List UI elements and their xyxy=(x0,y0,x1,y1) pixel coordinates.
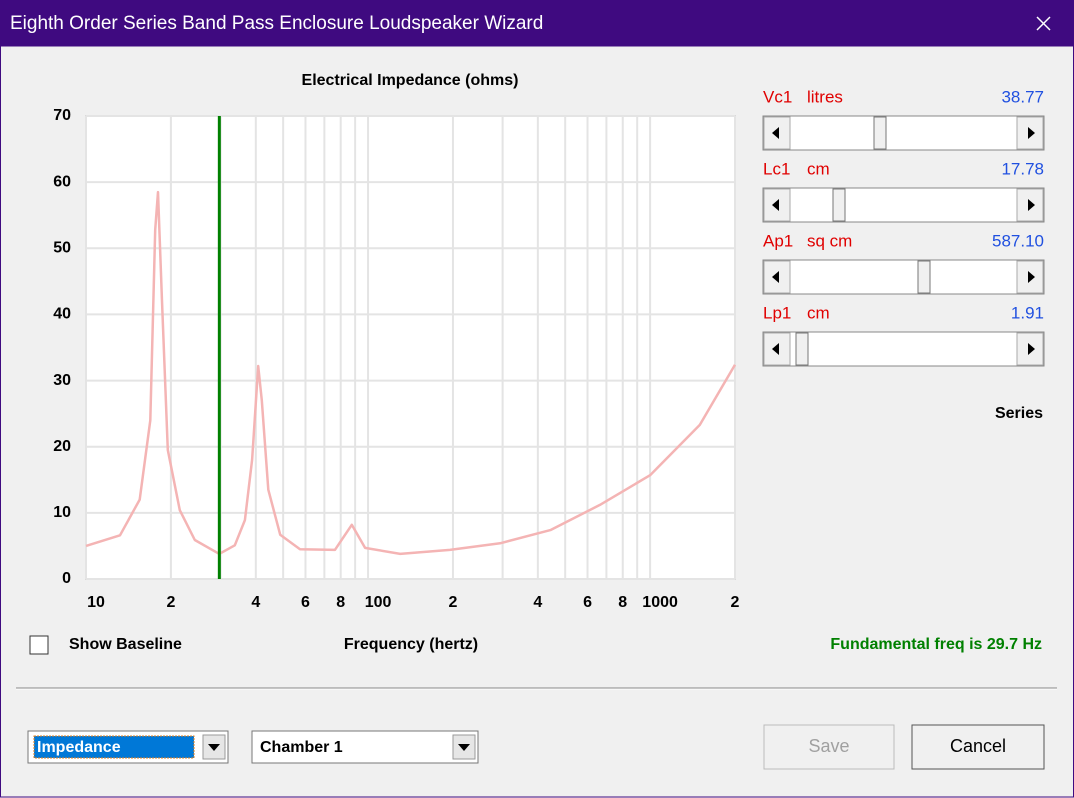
chart-title: Electrical Impedance (ohms) xyxy=(302,72,519,89)
x-axis-label: Frequency (hertz) xyxy=(344,636,478,653)
left-arrow-icon xyxy=(772,199,779,211)
slider-name: Ap1 xyxy=(763,231,793,250)
slider-thumb[interactable] xyxy=(795,332,809,366)
title-bar xyxy=(0,0,1074,46)
slider-track xyxy=(762,331,1045,367)
slider-value: 38.77 xyxy=(1001,87,1044,106)
slider-name: Vc1 xyxy=(763,87,792,106)
chamber-dropdown-value: Chamber 1 xyxy=(260,739,343,756)
slider-track xyxy=(762,259,1045,295)
x-tick-label: 100 xyxy=(365,594,392,611)
x-tick-label: 2 xyxy=(731,594,740,611)
slider-thumb[interactable] xyxy=(917,260,931,294)
y-tick-label: 10 xyxy=(53,504,71,521)
x-tick-label: 2 xyxy=(166,594,175,611)
slider-track xyxy=(762,115,1045,151)
slider-track xyxy=(762,187,1045,223)
slider-thumb[interactable] xyxy=(832,188,846,222)
y-tick-label: 50 xyxy=(53,240,71,257)
close-button[interactable] xyxy=(1036,16,1051,31)
fundamental-text: Fundamental freq is 29.7 Hz xyxy=(830,636,1042,653)
x-tick-label: 8 xyxy=(336,594,345,611)
sliders: Vc1 litres 38.77 Lc1 cm 17.78 Ap1 sq cm 587.10 Lp… xyxy=(762,87,1045,367)
left-arrow-icon xyxy=(772,271,779,283)
show-baseline-checkbox[interactable] xyxy=(29,635,49,655)
marks xyxy=(85,116,737,579)
slider-right-arrow[interactable] xyxy=(1016,332,1044,366)
cancel-button[interactable]: Cancel xyxy=(911,724,1045,770)
x-tick-label: 4 xyxy=(533,594,542,611)
mode-label: Series xyxy=(995,405,1043,422)
slider-left-arrow[interactable] xyxy=(763,188,791,222)
slider[interactable] xyxy=(762,115,1045,151)
slider-name: Lc1 xyxy=(763,159,790,178)
left-arrow-icon xyxy=(772,127,779,139)
x-tick-label: 10 xyxy=(87,594,105,611)
view-dropdown-value: Impedance xyxy=(37,739,121,756)
right-arrow-icon xyxy=(1028,199,1035,211)
right-arrow-icon xyxy=(1028,343,1035,355)
save-button-label: Save xyxy=(808,736,849,756)
y-tick-label: 20 xyxy=(53,438,71,455)
slider-name: Lp1 xyxy=(763,303,791,322)
slider[interactable] xyxy=(762,259,1045,295)
slider-unit: cm xyxy=(807,159,830,178)
x-tick-label: 1000 xyxy=(642,594,678,611)
x-tick-label: 6 xyxy=(583,594,592,611)
window-title: Eighth Order Series Band Pass Enclosure … xyxy=(10,13,543,34)
slider-unit: litres xyxy=(807,87,843,106)
show-baseline-label[interactable]: Show Baseline xyxy=(69,636,182,653)
x-tick-label: 4 xyxy=(251,594,260,611)
y-tick-label: 40 xyxy=(53,306,71,323)
chamber-dropdown[interactable]: Chamber 1 xyxy=(251,730,479,764)
right-arrow-icon xyxy=(1028,271,1035,283)
slider-thumb[interactable] xyxy=(873,116,887,150)
view-dropdown[interactable]: Impedance xyxy=(27,730,229,764)
slider-value: 587.10 xyxy=(992,231,1044,250)
y-tick-label: 30 xyxy=(53,372,71,389)
impedance-line xyxy=(85,190,737,556)
y-tick-label: 70 xyxy=(53,107,71,124)
cancel-button-label: Cancel xyxy=(950,736,1006,756)
left-arrow-icon xyxy=(772,343,779,355)
slider-value: 17.78 xyxy=(1001,159,1044,178)
slider-value: 1.91 xyxy=(1011,303,1044,322)
right-arrow-icon xyxy=(1028,127,1035,139)
y-tick-label: 60 xyxy=(53,173,71,190)
x-tick-label: 6 xyxy=(301,594,310,611)
slider[interactable] xyxy=(762,187,1045,223)
slider[interactable] xyxy=(762,331,1045,367)
slider-unit: cm xyxy=(807,303,830,322)
grid xyxy=(85,115,736,580)
slider-unit: sq cm xyxy=(807,231,852,250)
x-tick-label: 8 xyxy=(618,594,627,611)
x-tick-label: 2 xyxy=(448,594,457,611)
save-button[interactable]: Save xyxy=(763,724,895,770)
y-tick-label: 0 xyxy=(62,570,71,587)
